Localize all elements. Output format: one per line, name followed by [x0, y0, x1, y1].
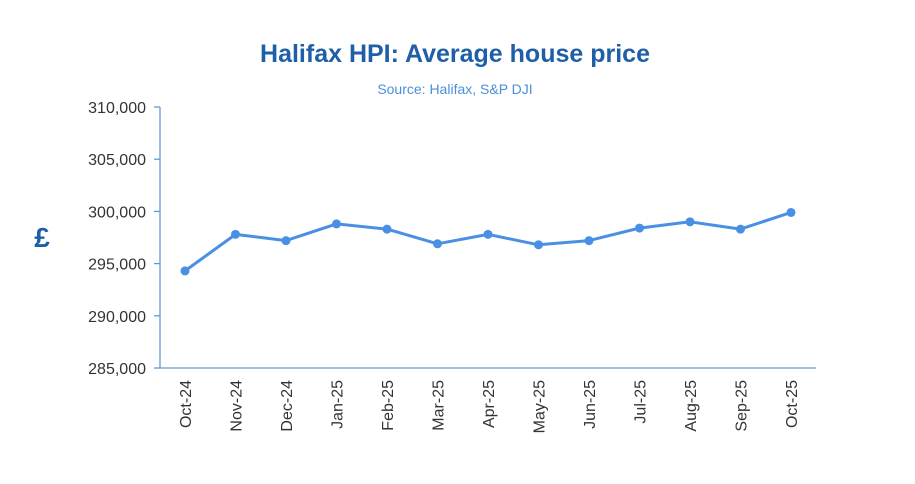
y-axis-label: £ [34, 222, 50, 253]
y-tick-label: 310,000 [88, 100, 146, 117]
data-point [584, 236, 594, 246]
x-tick-label: Apr-25 [481, 380, 498, 428]
chart-subtitle: Source: Halifax, S&P DJI [377, 81, 532, 97]
x-tick-label: Sep-25 [734, 380, 751, 432]
x-tick-label: Aug-25 [683, 380, 700, 432]
y-tick-label: 305,000 [88, 152, 146, 169]
data-point [231, 229, 240, 239]
x-tick-label: Jun-25 [582, 380, 599, 429]
y-tick-label: 290,000 [88, 309, 146, 326]
data-point [534, 240, 543, 250]
x-tick-label: Oct-25 [784, 380, 801, 428]
x-tick-label: Nov-24 [229, 380, 246, 432]
data-point [483, 229, 493, 239]
x-tick-label: Mar-25 [431, 380, 448, 431]
data-points [180, 207, 796, 276]
series-line [184, 210, 792, 273]
y-tick-label: 285,000 [88, 361, 146, 378]
data-point [685, 217, 695, 227]
x-tick-label: Oct-24 [178, 380, 195, 428]
data-point [635, 223, 644, 233]
y-tick-label: 295,000 [88, 257, 146, 274]
data-point [736, 224, 745, 234]
chart-title: Halifax HPI: Average house price [260, 40, 650, 68]
x-tick-label: Feb-25 [380, 380, 397, 431]
y-axis-ticks: 285,000 290,000 295,000 300,000 305,000 310,0… [88, 100, 160, 378]
data-point [281, 236, 291, 246]
x-tick-label: May-25 [532, 380, 549, 433]
x-axis-ticks: Oct-24 Nov-24 Dec-24 Jan-25 Feb-25 Mar-25 Apr-… [178, 380, 801, 433]
data-point [786, 207, 796, 217]
x-tick-label: Jul-25 [633, 380, 650, 424]
data-point [180, 266, 190, 276]
x-tick-label: Dec-24 [279, 380, 296, 432]
data-point [382, 224, 392, 234]
data-point [332, 219, 341, 229]
x-tick-label: Jan-25 [330, 380, 347, 429]
data-point [433, 239, 442, 249]
y-tick-label: 300,000 [88, 204, 146, 221]
